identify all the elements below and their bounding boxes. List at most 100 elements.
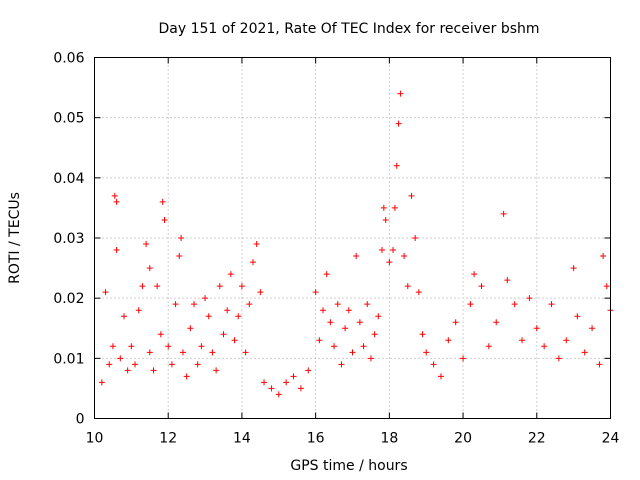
data-point <box>393 162 400 169</box>
data-point <box>132 361 139 368</box>
x-tick-label: 16 <box>307 431 325 447</box>
data-point <box>143 241 150 248</box>
data-point <box>397 90 404 97</box>
data-point <box>467 301 474 308</box>
data-point <box>231 337 238 344</box>
data-point <box>235 313 242 320</box>
data-point <box>268 385 275 392</box>
data-point <box>98 379 105 386</box>
data-point <box>471 271 478 278</box>
data-point <box>349 349 356 356</box>
data-point <box>323 271 330 278</box>
y-tick-labels: 0 0.01 0.02 0.03 0.04 0.05 0.06 <box>53 51 84 428</box>
data-point <box>548 301 555 308</box>
data-point <box>364 301 371 308</box>
data-point <box>283 379 290 386</box>
data-point <box>404 283 411 290</box>
data-point <box>320 307 327 314</box>
data-point <box>297 385 304 392</box>
data-point <box>209 349 216 356</box>
data-point <box>168 361 175 368</box>
x-tick-label: 20 <box>454 431 472 447</box>
y-tick-label: 0.02 <box>53 291 84 307</box>
data-point <box>183 373 190 380</box>
data-point <box>246 301 253 308</box>
data-point <box>257 289 264 296</box>
grid-lines <box>94 57 611 419</box>
data-point <box>526 295 533 302</box>
x-tick-label: 24 <box>602 431 620 447</box>
data-point <box>161 216 168 223</box>
data-point <box>386 259 393 266</box>
data-point <box>478 283 485 290</box>
data-point <box>261 379 268 386</box>
data-point <box>191 301 198 308</box>
chart-title: Day 151 of 2021, Rate Of TEC Index for r… <box>158 21 539 37</box>
data-point <box>574 313 581 320</box>
data-point <box>213 367 220 374</box>
data-point <box>305 367 312 374</box>
data-point <box>356 319 363 326</box>
x-tick-label: 18 <box>380 431 398 447</box>
data-point <box>570 265 577 272</box>
data-point <box>378 247 385 254</box>
data-point <box>113 247 120 254</box>
data-point <box>519 337 526 344</box>
data-point <box>179 349 186 356</box>
data-point <box>500 210 507 217</box>
data-point <box>334 301 341 308</box>
data-point <box>555 355 562 362</box>
data-point <box>128 343 135 350</box>
data-point <box>331 343 338 350</box>
data-point <box>146 349 153 356</box>
data-point <box>249 259 256 266</box>
data-point <box>146 265 153 272</box>
y-axis-label: ROTI / TECUs <box>7 192 23 284</box>
data-point <box>415 289 422 296</box>
y-tick-label: 0.05 <box>53 111 84 127</box>
y-tick-label: 0 <box>76 412 85 428</box>
x-tick-labels: 10 12 14 16 18 20 22 24 <box>86 431 620 447</box>
x-axis-label: GPS time / hours <box>290 458 407 474</box>
data-point <box>533 325 540 332</box>
data-point <box>194 361 201 368</box>
data-point <box>603 283 610 290</box>
data-point <box>154 283 161 290</box>
data-point <box>375 313 382 320</box>
data-point <box>224 307 231 314</box>
data-point <box>327 319 334 326</box>
data-point <box>216 283 223 290</box>
data-point <box>437 373 444 380</box>
data-point <box>205 313 212 320</box>
y-tick-label: 0.04 <box>53 171 84 187</box>
data-point <box>430 361 437 368</box>
data-point <box>176 253 183 260</box>
data-point <box>290 373 297 380</box>
data-point <box>395 120 402 127</box>
data-point <box>242 349 249 356</box>
data-point <box>198 343 205 350</box>
data-point <box>316 337 323 344</box>
x-tick-label: 14 <box>233 431 251 447</box>
data-point <box>338 361 345 368</box>
data-point <box>460 355 467 362</box>
data-point <box>401 253 408 260</box>
data-point <box>117 355 124 362</box>
data-point <box>360 343 367 350</box>
y-tick-label: 0.06 <box>53 51 84 67</box>
data-point <box>187 325 194 332</box>
data-point <box>504 277 511 284</box>
data-point <box>408 192 415 199</box>
axis-ticks <box>94 57 611 419</box>
data-point <box>106 361 113 368</box>
data-point <box>227 271 234 278</box>
data-point <box>253 241 260 248</box>
data-point <box>382 216 389 223</box>
data-point <box>390 247 397 254</box>
data-point <box>353 253 360 260</box>
y-tick-label: 0.03 <box>53 231 84 247</box>
data-point <box>485 343 492 350</box>
data-point <box>172 301 179 308</box>
data-point <box>165 343 172 350</box>
